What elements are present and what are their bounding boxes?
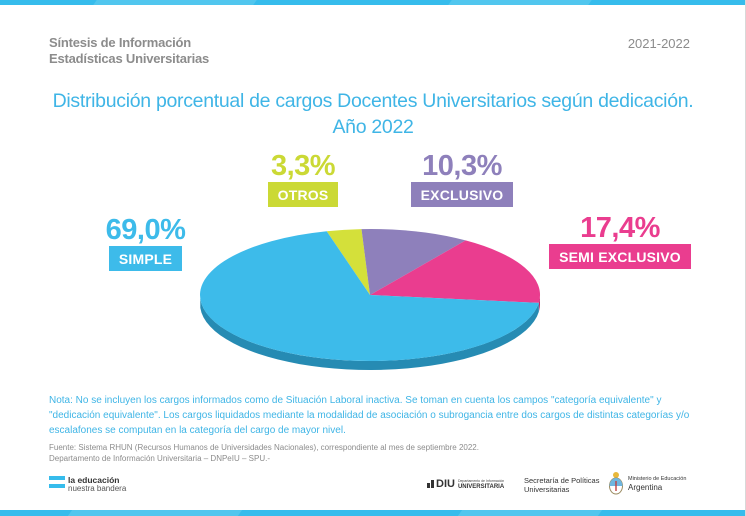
- top-color-band: [0, 0, 746, 5]
- publication-title: Síntesis de Información Estadísticas Uni…: [49, 35, 209, 67]
- label-semi-exclusivo: 17,4% SEMI EXCLUSIVO: [540, 212, 700, 269]
- pct-simple: 69,0%: [105, 214, 186, 246]
- pie-side-semi-exclusivo: [538, 295, 540, 312]
- flag-stripe-icon: [49, 476, 65, 480]
- logo-diu: DIU Departamento de Información UNIVERSI…: [427, 478, 504, 490]
- logo-spu: Secretaría de Políticas Universitarias: [524, 476, 599, 494]
- tag-simple: SIMPLE: [108, 246, 183, 271]
- logo-edu-line1: la educación: [68, 475, 120, 485]
- logo-diu-main: DIU: [436, 478, 455, 490]
- logo-spu-line1: Secretaría de Políticas: [524, 476, 600, 485]
- logo-min-line1: Ministerio de Educación: [628, 476, 687, 482]
- source-line2: Departamento de Información Universitari…: [49, 454, 270, 463]
- tag-otros: OTROS: [267, 182, 339, 207]
- footnote: Nota: No se incluyen los cargos informad…: [49, 395, 690, 436]
- pct-exclusivo: 10,3%: [422, 150, 502, 182]
- coat-of-arms-icon: [609, 472, 623, 495]
- pie-slice-otros: [326, 229, 370, 295]
- bottom-color-band: [0, 510, 746, 516]
- chart-title: Distribución porcentual de cargos Docent…: [0, 88, 746, 140]
- pie-slice-simple: [200, 231, 539, 362]
- pie-slice-exclusivo: [361, 229, 466, 295]
- chart-title-line1: Distribución porcentual de cargos Docent…: [52, 90, 694, 112]
- bars-icon: [427, 480, 434, 488]
- publication-title-line1: Síntesis de Información: [49, 35, 192, 50]
- tag-exclusivo: EXCLUSIVO: [410, 182, 514, 207]
- pct-semi-exclusivo: 17,4%: [580, 212, 660, 244]
- logo-diu-sub1: Departamento de Información: [457, 479, 505, 483]
- label-simple: 69,0% SIMPLE: [93, 214, 198, 271]
- label-otros: 3,3% OTROS: [262, 150, 344, 207]
- publication-title-line2: Estadísticas Universitarias: [49, 51, 210, 66]
- pie-slice-semi-exclusivo: [370, 240, 541, 303]
- logo-edu-line2: nuestra bandera: [68, 484, 127, 493]
- logo-diu-sub2: UNIVERSITARIA: [457, 484, 505, 490]
- label-exclusivo: 10,3% EXCLUSIVO: [402, 150, 522, 207]
- period-label: 2021-2022: [627, 36, 690, 51]
- source-line1: Fuente: Sistema RHUN (Recursos Humanos d…: [49, 443, 479, 452]
- chart-title-line2: Año 2022: [332, 116, 414, 138]
- tag-semi-exclusivo: SEMI EXCLUSIVO: [549, 244, 691, 269]
- pct-otros: 3,3%: [270, 150, 336, 182]
- logo-spu-line2: Universitarias: [524, 485, 570, 494]
- pie-side-simple: [200, 298, 539, 370]
- flag-stripe-icon: [49, 484, 65, 488]
- source: Fuente: Sistema RHUN (Recursos Humanos d…: [49, 442, 709, 464]
- logo-min-line2: Argentina: [628, 483, 663, 492]
